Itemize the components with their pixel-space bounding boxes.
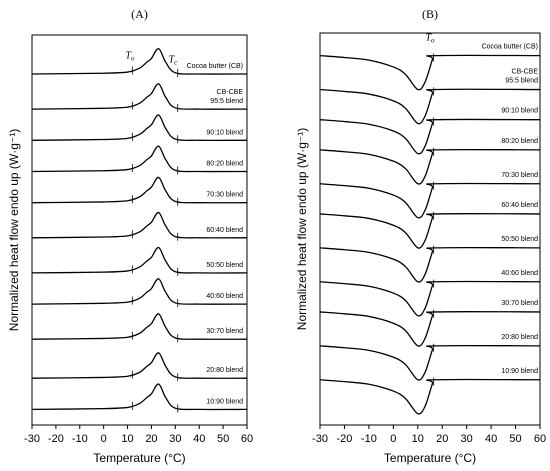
- series-label: 60:40 blend: [206, 227, 243, 234]
- series-label: 90:10 blend: [501, 108, 538, 115]
- x-tick-label: 60: [241, 433, 253, 445]
- annotation-text: T: [425, 33, 432, 44]
- curve: [319, 182, 541, 219]
- x-tick-label: 50: [509, 433, 521, 445]
- curve: [31, 383, 248, 411]
- series-label: 20:80 blend: [206, 367, 243, 374]
- x-tick-label: 40: [193, 433, 205, 445]
- annotation-sub: o: [431, 37, 435, 45]
- series-label: 40:60 blend: [206, 293, 243, 300]
- series-label: 20:80 blend: [501, 334, 538, 341]
- y-axis-label: Normalized heat flow endo up (W·g⁻¹): [295, 128, 309, 330]
- curve: [31, 48, 248, 75]
- series-label: 70:30 blend: [206, 192, 243, 199]
- series-label: 30:70 blend: [501, 300, 538, 307]
- curve: [31, 83, 248, 110]
- y-axis-label: Normalized heat flow endo up (W·g⁻¹): [7, 129, 21, 331]
- curve: [319, 344, 541, 381]
- curve: [319, 54, 541, 91]
- x-tick-label: -10: [361, 433, 377, 445]
- x-tick-label: 10: [121, 433, 133, 445]
- x-tick-label: 60: [534, 433, 546, 445]
- x-tick-label: 40: [485, 433, 497, 445]
- x-tick-label: 10: [412, 433, 424, 445]
- x-tick-label: -10: [72, 433, 88, 445]
- panel-title: (B): [422, 7, 438, 21]
- x-tick-label: 50: [217, 433, 229, 445]
- curve: [31, 145, 248, 173]
- x-tick-label: 0: [101, 433, 107, 445]
- series-label: 10:90 blend: [501, 368, 538, 375]
- curve: [31, 352, 248, 379]
- series-label: 50:50 blend: [206, 262, 243, 269]
- series-label: 80:20 blend: [206, 161, 243, 168]
- x-tick-label: 30: [461, 433, 473, 445]
- curve: [31, 278, 248, 305]
- series-label: 95:5 blend: [505, 78, 538, 85]
- x-tick-label: 0: [390, 433, 396, 445]
- series-label: 10:90 blend: [206, 398, 243, 405]
- annotation-text: T: [169, 54, 176, 65]
- panel-title: (A): [131, 7, 148, 21]
- curve: [319, 280, 541, 317]
- curve: [319, 246, 541, 283]
- annotation-sub: o: [131, 54, 135, 62]
- series-label: 70:30 blend: [501, 172, 538, 179]
- x-tick-label: -30: [24, 433, 40, 445]
- x-axis-label: Temperature (°C): [384, 451, 476, 465]
- curve: [319, 88, 541, 125]
- x-axis-label: Temperature (°C): [93, 451, 185, 465]
- series-label: 95:5 blend: [210, 98, 243, 105]
- curve: [319, 148, 541, 185]
- series-label: 60:40 blend: [501, 202, 538, 209]
- x-tick-label: -20: [336, 433, 352, 445]
- curve: [319, 310, 541, 347]
- series-label: 90:10 blend: [206, 129, 243, 136]
- curve: [319, 118, 541, 155]
- curve: [31, 246, 248, 274]
- series-label: 80:20 blend: [501, 138, 538, 145]
- series-label: CB-CBE: [217, 89, 244, 96]
- annotation-sub: c: [174, 58, 178, 66]
- x-tick-label: 30: [169, 433, 181, 445]
- series-label: 40:60 blend: [501, 270, 538, 277]
- x-tick-label: 20: [145, 433, 157, 445]
- plot-frame: [319, 32, 541, 426]
- annotation: To: [425, 33, 435, 45]
- curve: [319, 378, 541, 415]
- series-label: CB-CBE: [512, 69, 539, 76]
- series-label: 50:50 blend: [501, 236, 538, 243]
- x-tick-label: -20: [48, 433, 64, 445]
- x-tick-label: 20: [436, 433, 448, 445]
- curve: [31, 211, 248, 239]
- annotation-text: T: [125, 50, 132, 61]
- series-label: 30:70 blend: [206, 328, 243, 335]
- curve: [319, 212, 541, 249]
- series-label: Cocoa butter (CB): [187, 63, 243, 70]
- annotation: To: [125, 50, 135, 62]
- curve: [31, 176, 248, 204]
- series-label: Cocoa butter (CB): [482, 44, 538, 51]
- x-tick-label: -30: [312, 433, 328, 445]
- annotation: Tc: [169, 54, 179, 66]
- curve: [31, 313, 248, 340]
- curve: [31, 114, 248, 142]
- plot-frame: [31, 34, 248, 426]
